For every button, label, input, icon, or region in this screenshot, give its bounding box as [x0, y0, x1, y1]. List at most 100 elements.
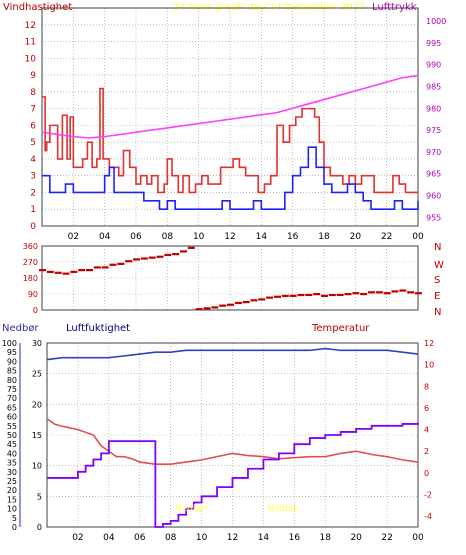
watermark-right: Nedbør	[267, 504, 300, 514]
temperature-line	[46, 418, 419, 466]
wind-direction-point	[234, 301, 242, 305]
compass-e: E	[434, 291, 440, 302]
temperature-axis-label: Temperatur	[311, 323, 370, 334]
compass-n-top: N	[434, 242, 441, 253]
wind-direction-point	[328, 293, 336, 297]
wind-y-tick: 5	[30, 138, 36, 148]
rain-y-tick: 80	[7, 376, 17, 385]
wind-direction-point	[93, 266, 101, 269]
bottom-x-tick: 14	[258, 533, 270, 543]
wind-direction-point	[250, 299, 258, 302]
temperature-y-tick: 8	[424, 382, 429, 391]
bottom-panel-frame	[46, 342, 419, 528]
wind-direction-point	[172, 253, 180, 256]
wind-direction-point	[70, 270, 78, 273]
rain-y-tick: 100	[2, 339, 17, 348]
watermark-left: Nedbør	[175, 504, 208, 514]
rain-y-tick: 30	[7, 468, 17, 477]
wind-x-tick: 02	[68, 232, 79, 242]
wind-direction-point	[125, 260, 133, 263]
wind-direction-point	[54, 271, 62, 274]
temperature-y-tick: 2	[424, 447, 429, 456]
pressure-y-tick: 960	[426, 191, 441, 200]
rain-y-tick: 90	[7, 357, 17, 366]
temperature-y-tick: 0	[424, 469, 429, 478]
wind-direction-point	[305, 293, 313, 297]
wind-y-tick: 7	[30, 105, 36, 115]
wind-direction-point	[86, 269, 93, 272]
wind-direction-point	[164, 253, 172, 257]
wind-y-tick: 10	[25, 54, 37, 64]
compass-s: S	[434, 275, 440, 286]
compass-w: W	[434, 260, 444, 271]
bottom-x-tick: 00	[412, 533, 424, 543]
wind-panel-frame	[41, 7, 419, 227]
bottom-x-tick: 06	[134, 533, 146, 543]
wind-y-tick: 9	[30, 71, 36, 81]
wind-direction-point	[180, 250, 187, 253]
wind-direction-point	[375, 291, 383, 294]
wind-y-tick: 0	[30, 222, 36, 232]
wind-direction-point	[187, 246, 195, 249]
pressure-y-tick: 985	[426, 82, 441, 91]
wind-direction-point	[415, 292, 422, 295]
humidity-y-tick: 25	[32, 370, 42, 379]
pressure-y-tick: 955	[426, 213, 441, 222]
rain-y-tick: 15	[7, 495, 17, 504]
humidity-y-tick: 15	[32, 431, 42, 440]
wind-direction-point	[62, 272, 70, 275]
wind-direction-point	[117, 262, 125, 265]
wind-x-tick: 22	[381, 232, 392, 242]
rain-y-tick: 65	[7, 403, 17, 412]
rain-y-tick: 40	[7, 449, 17, 458]
compass-n-bottom: N	[434, 307, 441, 318]
wind-x-tick: 18	[318, 232, 330, 242]
wind-pressure-panel: 0123456789101112955960965970975980985990…	[25, 7, 446, 242]
temperature-y-tick: 4	[424, 426, 429, 435]
wind-direction-point	[242, 301, 250, 304]
wind-direction-point	[148, 256, 156, 259]
rain-y-tick: 35	[7, 459, 17, 468]
wind-direction-point	[156, 255, 164, 258]
pressure-y-tick: 965	[426, 170, 441, 179]
rain-y-tick: 5	[12, 514, 17, 523]
wind-y-tick: 4	[30, 155, 36, 165]
direction-y-tick: 360	[23, 242, 38, 251]
pressure-y-tick: 975	[426, 126, 441, 135]
wind-direction-point	[391, 290, 399, 293]
rain-y-tick: 20	[7, 486, 17, 495]
direction-y-tick: 90	[28, 290, 38, 299]
bottom-x-tick: 10	[196, 533, 208, 543]
pressure-y-tick: 1000	[426, 17, 446, 26]
temperature-y-tick: 12	[424, 339, 434, 348]
rain-y-tick: 85	[7, 367, 17, 376]
rain-y-tick: 0	[12, 523, 17, 532]
humidity-y-tick: 0	[37, 523, 42, 532]
wind-direction-point	[266, 296, 274, 299]
wind-direction-point	[211, 306, 219, 309]
pressure-y-tick: 995	[426, 39, 441, 48]
wind-y-tick: 1	[30, 205, 36, 215]
wind-direction-point	[281, 294, 289, 297]
wind-direction-point	[258, 298, 266, 301]
temperature-y-tick: -2	[424, 491, 432, 500]
bottom-x-tick: 04	[103, 533, 115, 543]
wind-x-tick: 00	[412, 232, 424, 242]
wind-x-tick: 20	[350, 232, 362, 242]
wind-direction-point	[109, 263, 117, 266]
wind-direction-point	[313, 293, 321, 296]
wind-direction-panel: 0 90 180 270 360	[23, 242, 422, 315]
rain-y-tick: 95	[7, 348, 17, 357]
wind-direction-point	[101, 266, 109, 269]
rain-y-tick: 45	[7, 440, 17, 449]
humidity-y-tick: 30	[32, 339, 42, 348]
wind-direction-point	[344, 293, 352, 296]
bottom-x-tick: 12	[227, 533, 238, 543]
wind-direction-point	[407, 291, 415, 294]
temperature-y-tick: -4	[424, 512, 432, 521]
wind-direction-point	[274, 295, 281, 298]
wind-y-tick: 8	[30, 88, 36, 98]
wind-y-tick: 2	[30, 188, 36, 198]
